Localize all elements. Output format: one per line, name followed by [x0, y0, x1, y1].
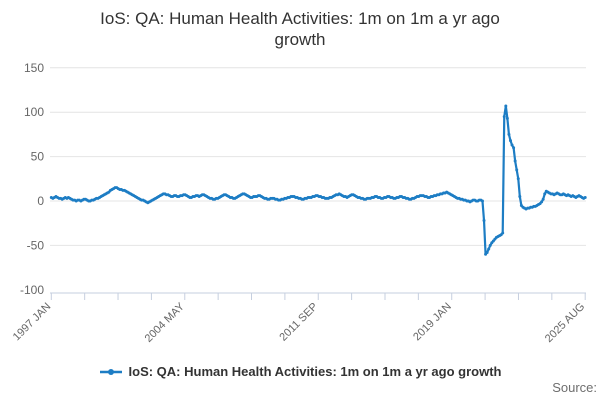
svg-text:150: 150 — [24, 61, 44, 75]
legend: IoS: QA: Human Health Activities: 1m on … — [0, 364, 600, 379]
chart-title-line-1: IoS: QA: Human Health Activities: 1m on … — [100, 9, 500, 28]
svg-text:50: 50 — [31, 150, 45, 164]
svg-text:1997 JAN: 1997 JAN — [11, 301, 54, 344]
source-label: Source: — [552, 380, 597, 395]
svg-text:-100: -100 — [20, 283, 44, 297]
chart-title: IoS: QA: Human Health Activities: 1m on … — [0, 8, 600, 50]
legend-series-label: IoS: QA: Human Health Activities: 1m on … — [128, 364, 502, 379]
svg-text:100: 100 — [24, 105, 44, 119]
svg-text:2011 SEP: 2011 SEP — [277, 301, 320, 344]
svg-text:0: 0 — [37, 194, 44, 208]
svg-text:2019 JAN: 2019 JAN — [411, 301, 454, 344]
svg-text:2004 MAY: 2004 MAY — [143, 300, 188, 345]
chart-title-line-2: growth — [274, 30, 326, 49]
svg-text:2025 AUG: 2025 AUG — [543, 301, 587, 345]
legend-item[interactable]: IoS: QA: Human Health Activities: 1m on … — [99, 364, 502, 379]
svg-text:-50: -50 — [27, 238, 45, 252]
line-series-icon — [99, 368, 122, 375]
